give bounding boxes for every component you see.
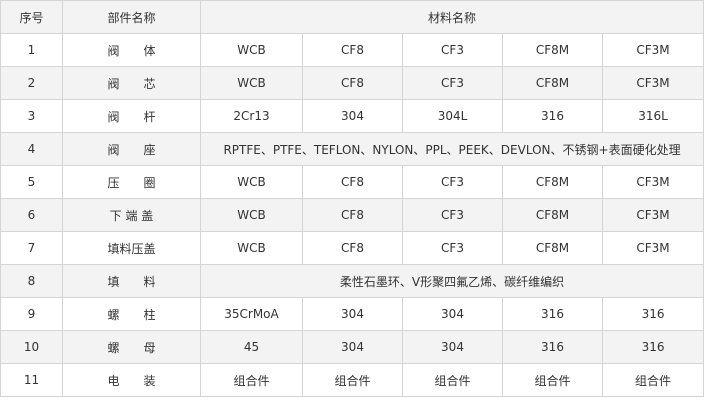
table-cell: 304L <box>402 99 503 133</box>
table-cell: CF3 <box>402 66 503 100</box>
table-cell: 序号 <box>0 0 63 34</box>
table-cell: 6 <box>0 198 63 232</box>
table-cell: 组合件 <box>601 363 704 397</box>
table-cell: 电 装 <box>62 363 201 397</box>
table-row: 10 螺 母 45 304 304 316 316 <box>0 330 704 364</box>
table-cell: 316L <box>601 99 704 133</box>
table-cell: 螺 柱 <box>62 297 201 331</box>
table-cell: 4 <box>0 132 63 166</box>
table-cell: 316 <box>502 297 603 331</box>
table-cell: 304 <box>302 99 403 133</box>
table-cell: WCB <box>200 165 303 199</box>
table-cell: 柔性石墨环、V形聚四氟乙烯、碳纤维编织 <box>199 264 704 298</box>
table-cell: CF8M <box>502 231 603 265</box>
table-cell: 下 端 盖 <box>62 198 201 232</box>
table-cell: 316 <box>502 99 603 133</box>
table-cell: 填 料 <box>62 264 201 298</box>
table-cell: 组合件 <box>302 363 403 397</box>
table-cell: 316 <box>601 297 704 331</box>
table-cell: CF3 <box>402 198 503 232</box>
table-cell: 阀 杆 <box>62 99 201 133</box>
table-cell: CF8M <box>502 33 603 67</box>
table-cell: 35CrMoA <box>200 297 303 331</box>
table-cell: CF8M <box>502 198 603 232</box>
table-cell: 填料压盖 <box>62 231 201 265</box>
table-cell: WCB <box>200 231 303 265</box>
table-cell: 8 <box>0 264 63 298</box>
table-cell: 阀 座 <box>62 132 201 166</box>
table-cell: 304 <box>302 330 403 364</box>
table-row: 7 填料压盖 WCB CF8 CF3 CF8M CF3M <box>0 231 704 265</box>
table-cell: 3 <box>0 99 63 133</box>
table-cell: 304 <box>402 297 503 331</box>
table-cell: 压 圈 <box>62 165 201 199</box>
table-cell: 部件名称 <box>62 0 201 34</box>
table-cell: 7 <box>0 231 63 265</box>
table-cell: 2Cr13 <box>200 99 303 133</box>
table-cell: CF8 <box>302 231 403 265</box>
table-cell: 阀 体 <box>62 33 201 67</box>
table-cell: 316 <box>601 330 704 364</box>
table-cell: WCB <box>200 198 303 232</box>
table-cell: 2 <box>0 66 63 100</box>
table-cell: RPTFE、PTFE、TEFLON、NYLON、PPL、PEEK、DEVLON、… <box>199 132 704 166</box>
table-cell: WCB <box>200 66 303 100</box>
table-cell: CF3 <box>402 33 503 67</box>
table-cell: CF8M <box>502 165 603 199</box>
table-cell: 304 <box>302 297 403 331</box>
table-cell: 45 <box>200 330 303 364</box>
table-cell: 组合件 <box>402 363 503 397</box>
table-cell: 5 <box>0 165 63 199</box>
table-cell: CF3M <box>601 66 704 100</box>
table-cell: 螺 母 <box>62 330 201 364</box>
table-cell: 阀 芯 <box>62 66 201 100</box>
table-cell: 11 <box>0 363 63 397</box>
table-row: 11 电 装组合件 组合件 组合件 组合件 组合件 <box>0 363 704 397</box>
table-cell: 9 <box>0 297 63 331</box>
table-cell: 316 <box>502 330 603 364</box>
table-cell: 10 <box>0 330 63 364</box>
table-cell: CF3 <box>402 165 503 199</box>
table-cell: CF8 <box>302 165 403 199</box>
table-cell: 材料名称 <box>199 0 704 34</box>
table-cell: CF8 <box>302 198 403 232</box>
table-cell: CF3M <box>601 165 704 199</box>
table-cell: CF8 <box>302 33 403 67</box>
table-cell: 1 <box>0 33 63 67</box>
table-cell: 304 <box>402 330 503 364</box>
table-cell: CF8M <box>502 66 603 100</box>
table-cell: 组合件 <box>200 363 303 397</box>
table-row: 序号 部件名称 材料名称 <box>0 0 704 34</box>
table-cell: 组合件 <box>502 363 603 397</box>
table-cell: CF3M <box>601 33 704 67</box>
table-cell: WCB <box>200 33 303 67</box>
table-cell: CF3M <box>601 198 704 232</box>
table-cell: CF8 <box>302 66 403 100</box>
table-cell: CF3 <box>402 231 503 265</box>
table-cell: CF3M <box>601 231 704 265</box>
